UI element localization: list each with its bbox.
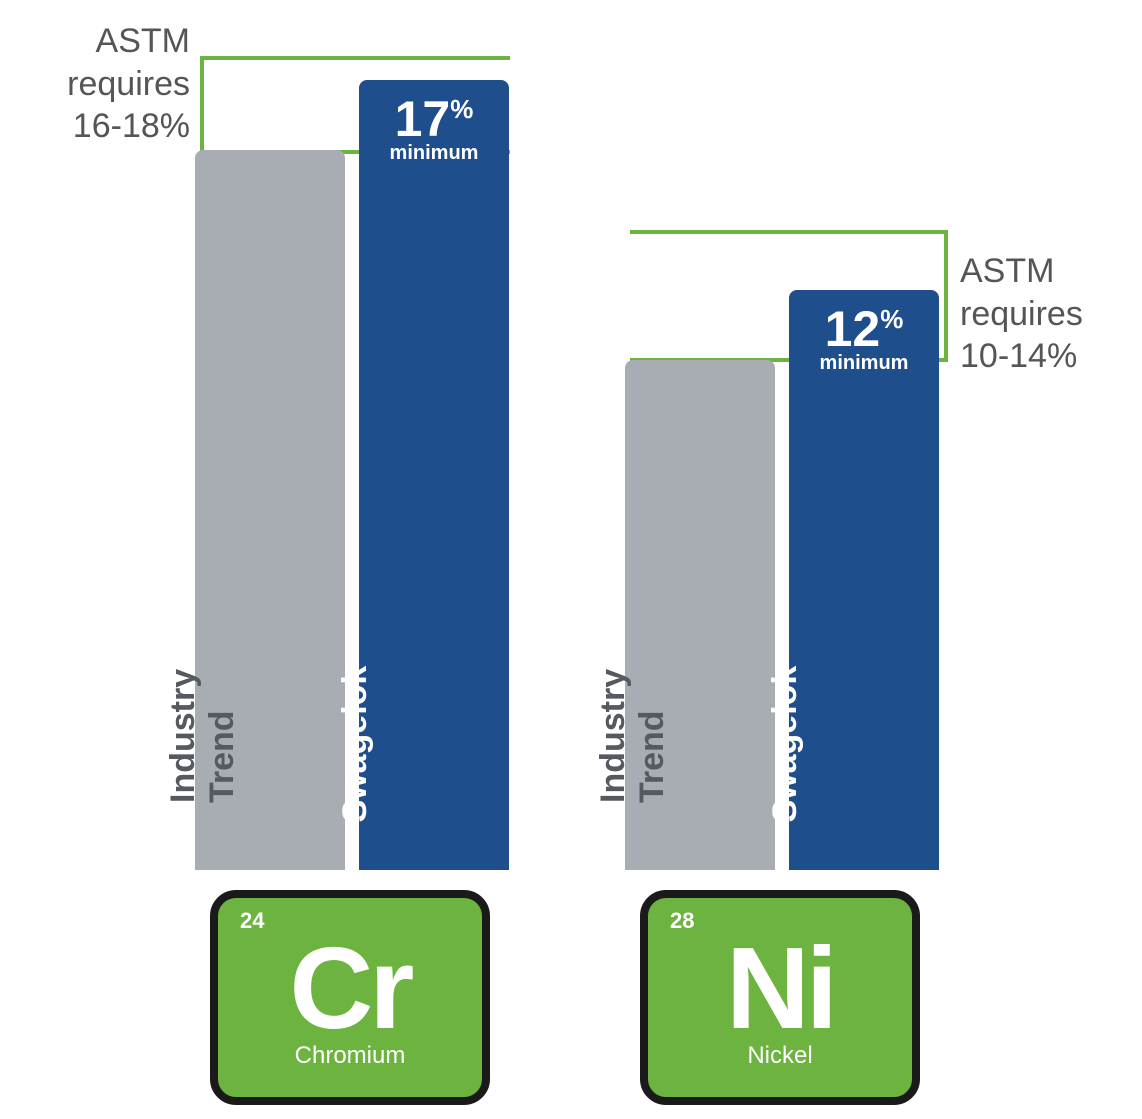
bar-ni-swagelok: 12% minimum Swagelok [789,290,939,870]
bar-ni-top-label: 12% minimum [789,304,939,375]
bracket-cr-left [200,56,204,154]
bar-cr-industry: Industry Trend [195,150,345,870]
element-name-ni: Nickel [648,1042,912,1070]
element-tile-cr: 24 Cr Chromium [210,890,490,1105]
bar-cr-top-label: 17% minimum [359,94,509,165]
bar-ni-industry: Industry Trend [625,360,775,870]
bar-cr-swagelok-label: Swagelok [336,666,375,823]
bar-cr-industry-label: Industry Trend [164,669,242,803]
bracket-cr-top [200,56,510,60]
element-num-cr: 24 [240,908,264,934]
bar-ni-swagelok-label: Swagelok [766,666,805,823]
element-symbol-ni: Ni [648,930,912,1046]
element-symbol-cr: Cr [218,930,482,1046]
bracket-ni-right [944,230,948,362]
element-num-ni: 28 [670,908,694,934]
element-tile-ni: 28 Ni Nickel [640,890,920,1105]
bracket-ni-top [630,230,948,234]
chart-area: ASTM requires 16-18% Industry Trend 17% … [0,0,1142,870]
astm-label-ni: ASTM requires 10-14% [960,250,1130,378]
astm-label-cr: ASTM requires 16-18% [35,20,190,148]
bar-ni-industry-label: Industry Trend [594,669,672,803]
element-name-cr: Chromium [218,1042,482,1070]
bar-cr-swagelok: 17% minimum Swagelok [359,80,509,870]
